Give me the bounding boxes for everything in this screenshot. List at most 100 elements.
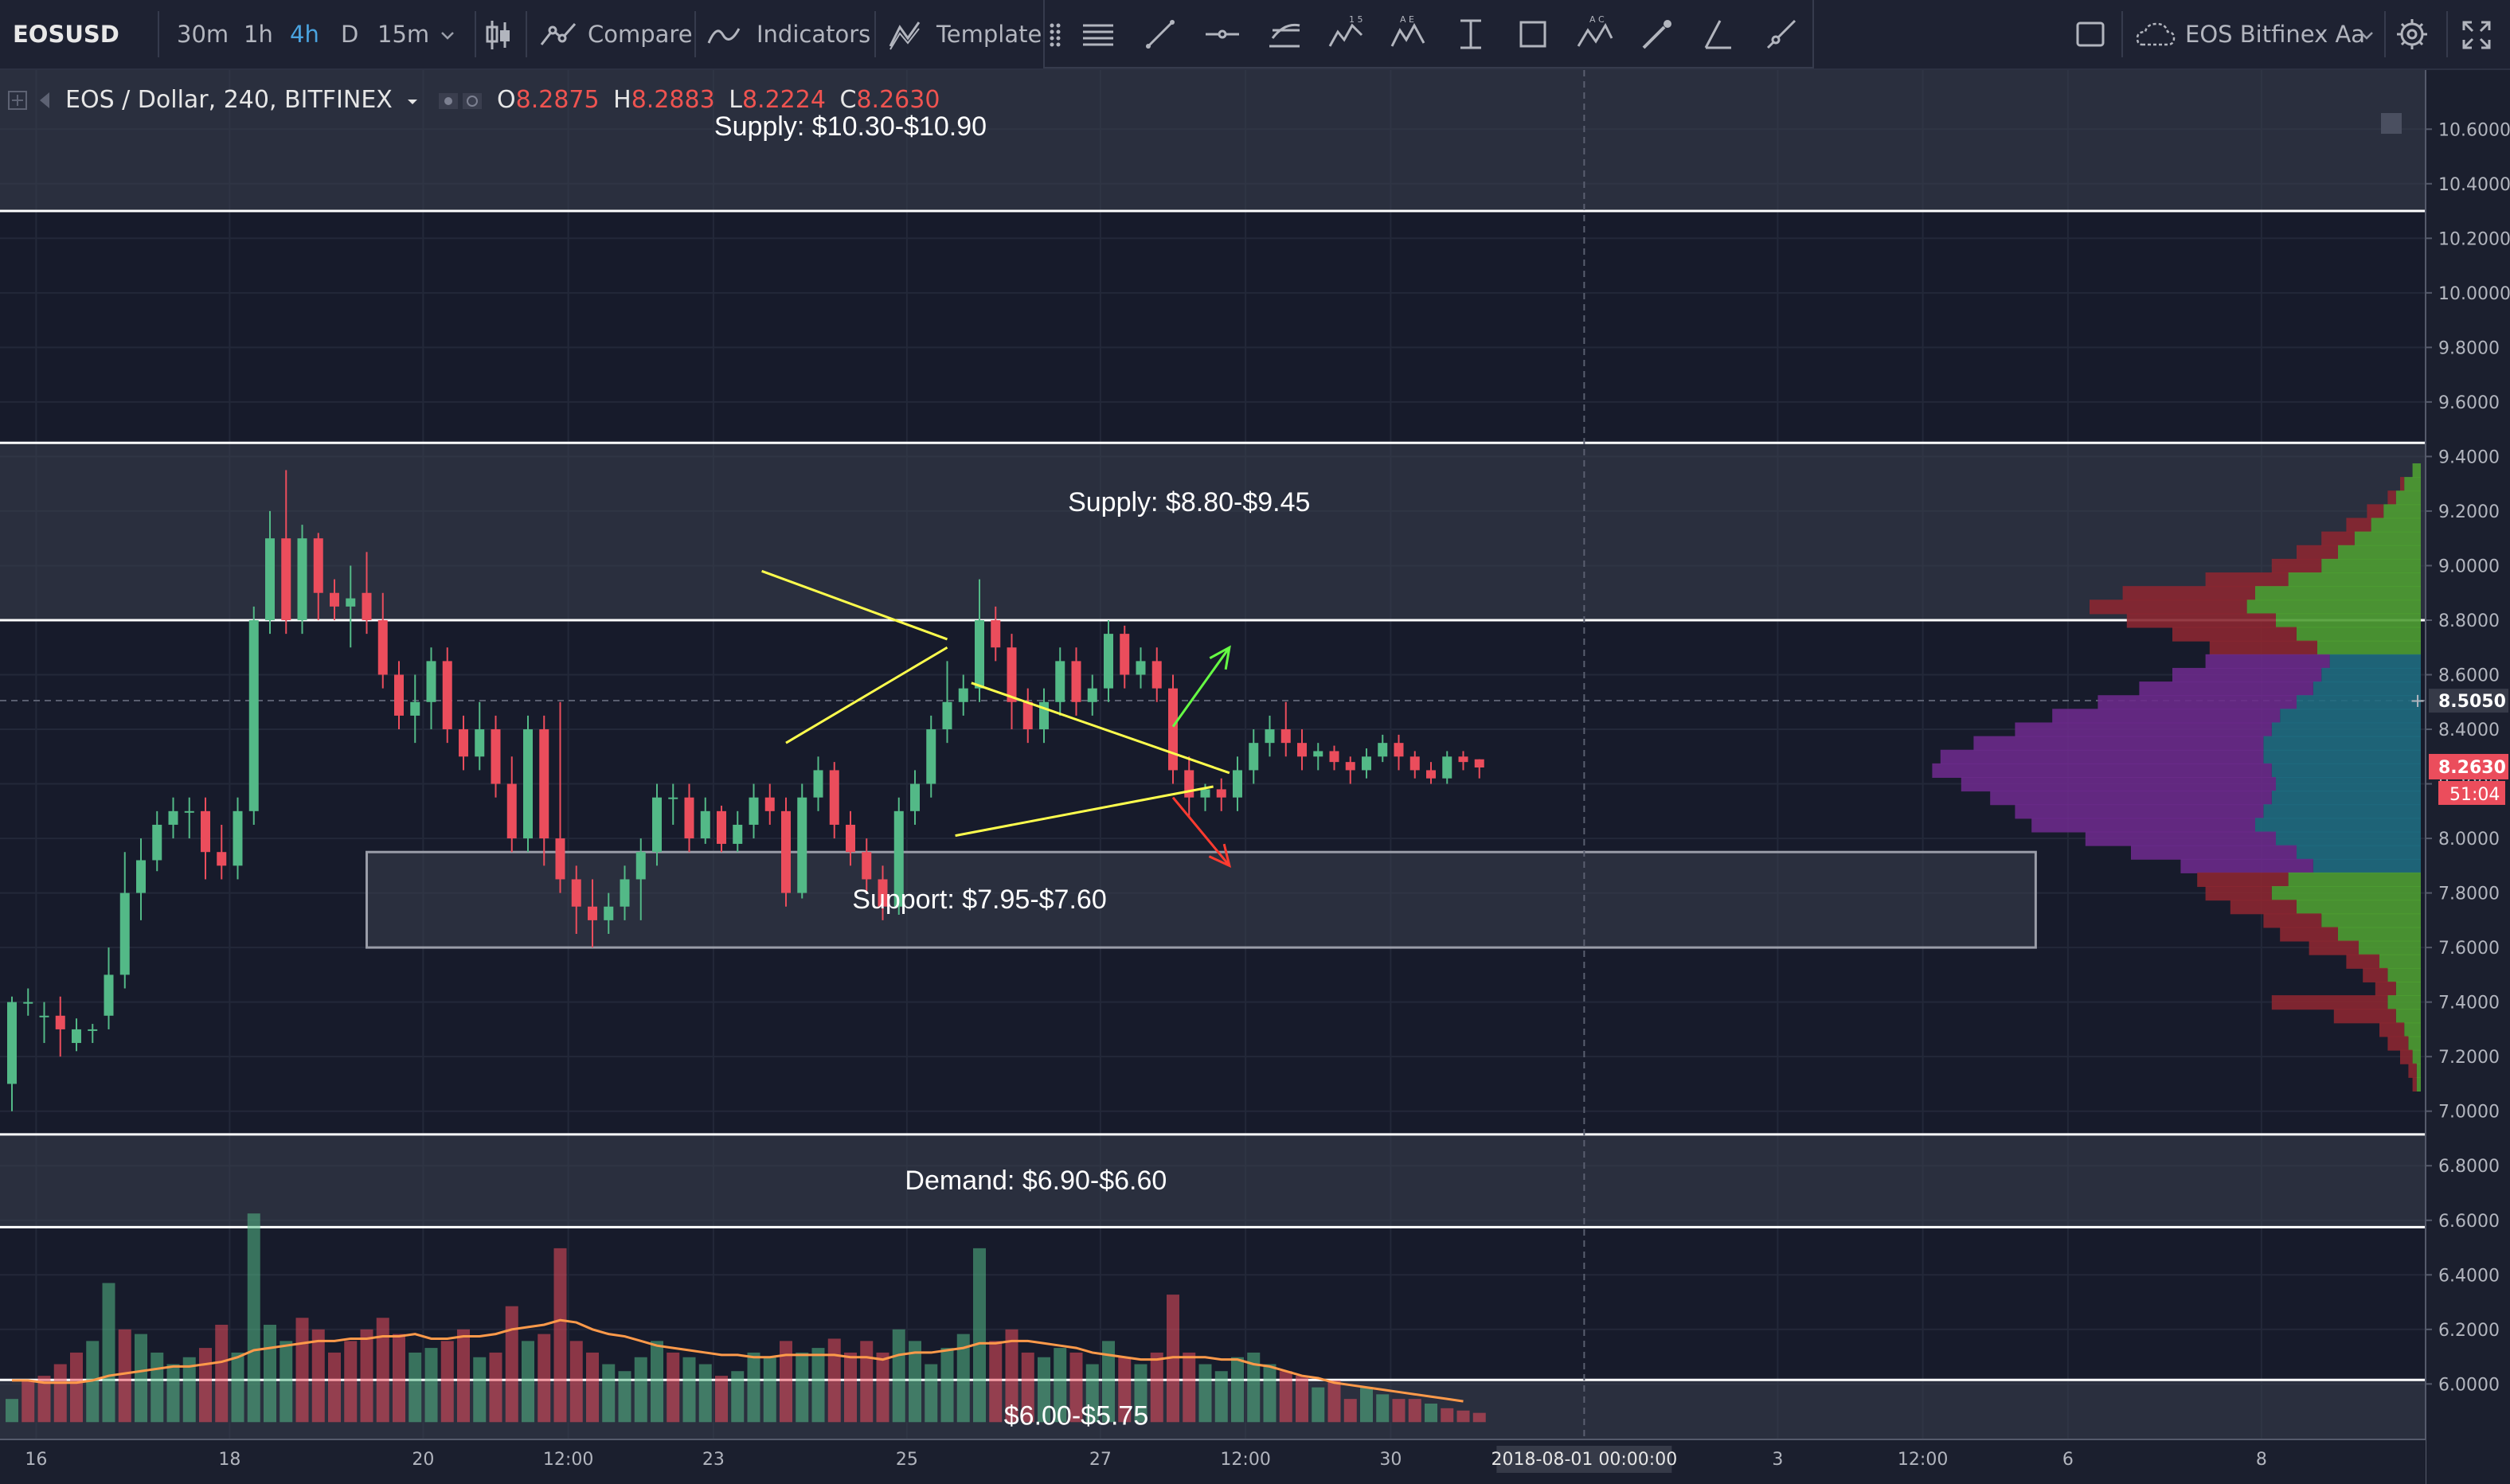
volume-profile-up-bar — [2297, 845, 2421, 860]
volume-bar — [1343, 1399, 1357, 1423]
candle-body — [1233, 770, 1242, 798]
interval-1h[interactable]: 1h — [244, 21, 273, 48]
templates-icon[interactable] — [887, 19, 924, 51]
interval-30m[interactable]: 30m — [177, 21, 229, 48]
interval-15m[interactable]: 15m — [377, 21, 430, 48]
candle-body — [523, 729, 533, 839]
countdown-label: 51:04 — [2449, 785, 2500, 805]
crosshair-price-box — [2429, 689, 2508, 713]
legend-title[interactable]: EOS / Dollar, 240, BITFINEX — [65, 86, 393, 114]
templates-button[interactable]: Templates — [936, 21, 1054, 48]
open-value: 8.2875 — [515, 86, 600, 114]
volume-bar — [860, 1341, 874, 1423]
rectangle-icon[interactable] — [1513, 14, 1553, 54]
candle-style-icon[interactable] — [483, 18, 514, 53]
candle-body — [39, 1015, 49, 1017]
zone-label: Supply: $8.80-$9.45 — [1068, 487, 1310, 517]
visibility-icon[interactable] — [438, 92, 459, 110]
interval-4h[interactable]: 4h — [290, 21, 319, 48]
time-tick-label: 16 — [25, 1450, 47, 1470]
candle-body — [265, 538, 275, 620]
volume-profile-up-bar — [2297, 900, 2421, 915]
candle-body — [764, 797, 775, 811]
volume-bar — [1296, 1376, 1308, 1423]
price-tick-label: 9.6000 — [2438, 393, 2500, 413]
volume-bar — [1085, 1364, 1099, 1423]
candle-body — [168, 810, 178, 825]
chevron-down-icon[interactable] — [405, 94, 420, 110]
volume-bar — [602, 1364, 616, 1423]
expand-icon[interactable] — [8, 91, 27, 110]
volume-profile-down-bar — [2015, 722, 2272, 737]
fib-lines-icon[interactable] — [1078, 14, 1118, 54]
volume-bar — [1456, 1410, 1470, 1423]
interval-d[interactable]: D — [341, 21, 359, 48]
time-tick-label: 20 — [412, 1450, 434, 1470]
settings-icon[interactable] — [2394, 16, 2430, 53]
candle-body — [991, 619, 1001, 648]
symbol-search[interactable]: EOSUSD — [13, 21, 119, 48]
flag-icon[interactable] — [38, 91, 57, 110]
volume-bar — [731, 1371, 745, 1423]
angle-icon[interactable] — [1699, 14, 1739, 54]
candle-body — [942, 701, 952, 730]
price-tick-label: 10.4000 — [2438, 175, 2510, 195]
volume-profile-up-bar — [2288, 572, 2421, 588]
divider — [2121, 11, 2123, 57]
price-tick-label: 9.0000 — [2438, 556, 2500, 576]
time-tick-label: 27 — [1089, 1450, 1112, 1470]
price-tick-label: 7.2000 — [2438, 1048, 2500, 1068]
volume-profile-up-bar — [2338, 545, 2421, 560]
measure-icon[interactable] — [1451, 14, 1491, 54]
candle-body — [1087, 688, 1097, 702]
pattern-icon[interactable]: A E — [1389, 14, 1429, 54]
candle-body — [1184, 770, 1194, 798]
price-chart[interactable]: Supply: $10.30-$10.90 Supply: $8.80-$9.45… — [0, 70, 2510, 1484]
candle-body — [717, 810, 726, 844]
crosshair-date-box — [1496, 1446, 1672, 1473]
volume-bar — [1021, 1352, 1034, 1423]
zone-rect — [0, 443, 2426, 620]
compare-button[interactable]: Compare — [588, 21, 693, 48]
volume-bar — [118, 1329, 131, 1423]
candle-body — [55, 1015, 65, 1029]
volume-profile-up-bar — [2412, 463, 2421, 478]
volume-bar — [1150, 1352, 1163, 1423]
trendline-icon[interactable] — [1140, 14, 1180, 54]
fullscreen-icon[interactable] — [2461, 19, 2492, 51]
volume-bar — [1038, 1357, 1050, 1423]
volume-profile-up-bar — [2395, 981, 2421, 997]
volume-profile-down-bar — [2209, 640, 2317, 655]
volume-profile-up-bar — [2276, 776, 2421, 792]
drag-handle-icon[interactable] — [1050, 22, 1061, 48]
zone-rect — [0, 70, 2426, 212]
volume-bar — [151, 1352, 164, 1423]
chevron-down-icon[interactable] — [2357, 25, 2376, 45]
ray-icon[interactable] — [1761, 14, 1801, 54]
horizontal-line-icon[interactable] — [1202, 14, 1242, 54]
low-value: 8.2224 — [741, 86, 826, 114]
brush-icon[interactable] — [1637, 14, 1677, 54]
abcd-icon[interactable]: A C — [1575, 14, 1615, 54]
pitchfork-icon[interactable] — [1265, 14, 1304, 54]
volume-bar — [569, 1341, 583, 1423]
price-tick-label: 8.8000 — [2438, 611, 2500, 631]
candle-body — [1474, 759, 1484, 767]
layout-cloud-icon[interactable] — [2134, 21, 2176, 48]
volume-profile-down-bar — [2172, 627, 2297, 642]
elliott-wave-icon[interactable]: 1 5 — [1327, 14, 1366, 54]
compare-icon[interactable] — [538, 19, 580, 51]
candle-body — [346, 598, 356, 607]
indicators-icon[interactable] — [706, 21, 742, 49]
volume-bar — [328, 1352, 341, 1423]
indicators-button[interactable]: Indicators — [757, 21, 871, 48]
chevron-down-icon[interactable] — [438, 25, 457, 45]
volume-profile-up-bar — [2263, 749, 2421, 764]
svg-text:1 5: 1 5 — [1349, 14, 1363, 25]
volume-profile-up-bar — [2263, 804, 2421, 819]
price-tick-label: 9.2000 — [2438, 502, 2500, 522]
settings-icon[interactable] — [462, 92, 483, 110]
layout-name[interactable]: EOS Bitfinex Aa — [2185, 21, 2366, 48]
candle-body — [797, 797, 807, 893]
cloud-icon[interactable] — [2075, 21, 2105, 48]
